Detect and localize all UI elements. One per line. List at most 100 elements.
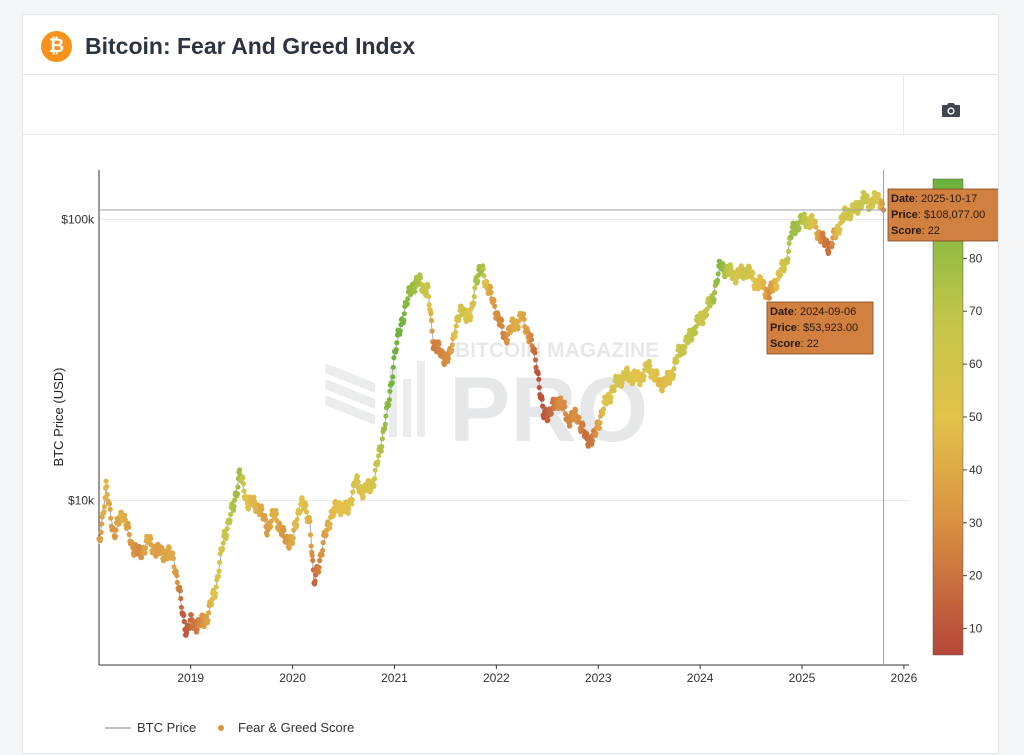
score-point <box>449 347 455 353</box>
score-point <box>487 284 494 290</box>
score-point <box>491 298 497 304</box>
score-point <box>545 417 551 423</box>
tooltip-row: Price: $108,077.00 <box>891 209 985 221</box>
score-point <box>412 289 418 295</box>
score-point <box>227 518 233 524</box>
watermark-logo <box>325 361 425 437</box>
camera-icon <box>942 103 960 117</box>
score-point <box>761 280 767 286</box>
score-point <box>99 521 105 527</box>
legend-fear-greed-score: Fear & Greed Score <box>238 720 354 735</box>
score-point <box>174 579 180 586</box>
score-point <box>125 520 131 526</box>
score-point <box>107 501 113 507</box>
score-point <box>426 302 432 308</box>
colorbar-tick-label: 10 <box>969 622 983 636</box>
score-point <box>104 491 110 498</box>
score-point <box>692 329 699 335</box>
score-point <box>499 317 505 323</box>
score-point <box>782 265 788 272</box>
score-point <box>532 357 539 363</box>
score-point <box>829 241 835 247</box>
score-point <box>173 568 179 574</box>
score-point <box>386 402 392 408</box>
score-point <box>375 453 382 459</box>
score-point <box>316 564 322 571</box>
score-point <box>112 533 118 539</box>
score-point <box>703 312 710 318</box>
score-point <box>600 410 606 416</box>
score-point <box>375 459 381 465</box>
score-point <box>423 289 429 295</box>
score-point <box>240 475 246 481</box>
tooltip-box <box>766 301 874 355</box>
score-point <box>126 524 132 530</box>
score-point <box>142 550 148 556</box>
score-point <box>181 618 187 625</box>
score-point <box>809 212 815 219</box>
score-point <box>693 324 699 330</box>
score-point <box>488 289 494 296</box>
score-point <box>774 283 780 289</box>
score-point <box>350 489 356 495</box>
score-point <box>264 532 270 538</box>
score-point <box>309 552 315 559</box>
score-point <box>481 273 487 279</box>
score-point <box>453 329 459 335</box>
score-point <box>372 476 378 482</box>
legend-dot-swatch <box>218 725 224 731</box>
x-tick-label: 2026 <box>891 671 918 685</box>
score-point <box>382 426 388 432</box>
y-tick-label: $10k <box>68 494 95 508</box>
score-point <box>700 320 706 326</box>
camera-button[interactable] <box>903 75 998 135</box>
score-point <box>786 240 792 246</box>
score-point <box>471 294 477 300</box>
score-point <box>290 535 296 541</box>
score-point <box>184 630 190 636</box>
score-point <box>646 358 652 364</box>
score-point <box>390 374 396 380</box>
score-point <box>608 394 614 401</box>
score-point <box>188 612 194 618</box>
score-point <box>316 569 322 575</box>
score-point <box>521 311 527 317</box>
score-point <box>820 230 826 236</box>
score-point <box>682 344 688 350</box>
score-point <box>670 372 677 378</box>
score-point <box>567 423 573 429</box>
score-point <box>426 294 432 300</box>
score-point <box>178 604 184 610</box>
score-point <box>371 483 377 489</box>
score-point <box>757 275 764 281</box>
score-point <box>108 515 114 521</box>
score-point <box>232 497 238 503</box>
score-point <box>220 540 226 546</box>
colorbar-gradient <box>932 178 964 656</box>
score-point <box>98 536 104 542</box>
score-point <box>355 479 361 485</box>
score-point <box>273 511 279 517</box>
score-point <box>319 552 325 558</box>
score-point <box>475 278 481 284</box>
score-point <box>101 509 107 515</box>
score-point <box>231 503 237 510</box>
score-point <box>715 277 721 283</box>
score-point <box>320 547 326 554</box>
score-point <box>728 265 734 271</box>
score-point <box>596 425 603 431</box>
score-point <box>533 364 539 370</box>
tooltips: Date: 2025-10-17 Price: $108,077.00 Score:… <box>766 188 998 355</box>
score-point <box>241 488 247 494</box>
header: ₿ Bitcoin: Fear And Greed Index <box>23 15 998 75</box>
score-point <box>389 380 395 386</box>
x-axis-ticks: 2019 2020 2021 2022 2023 2024 2025 2026 <box>177 665 918 685</box>
score-point <box>387 388 393 394</box>
score-point <box>213 591 219 597</box>
score-point <box>471 300 477 306</box>
colorbar-ticks: 10 20 30 40 50 60 70 80 <box>963 251 983 636</box>
score-point <box>453 323 459 329</box>
score-point <box>171 564 177 570</box>
score-point <box>143 545 149 551</box>
x-tick-label: 2021 <box>381 671 408 685</box>
